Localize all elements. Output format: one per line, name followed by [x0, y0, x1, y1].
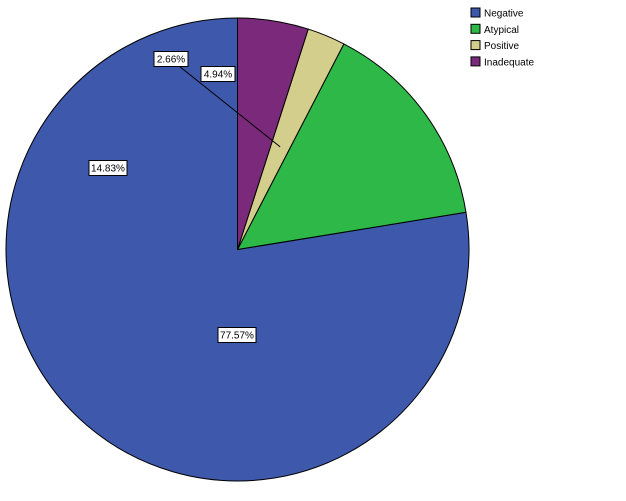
- legend-item-inadequate: Inadequate: [470, 56, 534, 68]
- leader-line-positive: [178, 65, 281, 148]
- leader-lines: [178, 65, 281, 148]
- pie-slices: [5, 17, 470, 482]
- legend-item-negative: Negative: [470, 7, 524, 20]
- data-label-text: 4.94%: [204, 70, 232, 81]
- data-label-positive: 2.66%: [153, 51, 189, 67]
- data-label-atypical: 14.83%: [88, 160, 128, 176]
- data-label-box: [88, 160, 128, 176]
- legend-item-atypical: Atypical: [470, 23, 519, 36]
- pie-slice-inadequate: [237, 17, 309, 250]
- data-label-box: [217, 327, 257, 343]
- data-label-negative: 77.57%: [217, 327, 257, 343]
- pie-slice-atypical: [237, 43, 467, 250]
- legend-label: Positive: [484, 41, 519, 52]
- data-label-inadequate: 4.94%: [200, 66, 236, 82]
- legend-label: Negative: [484, 9, 524, 20]
- legend-swatch: [470, 7, 481, 18]
- data-label-text: 2.66%: [157, 55, 185, 66]
- legend: Negative Atypical Positive Inadequate: [470, 7, 534, 68]
- pie-slice-negative: [5, 17, 470, 482]
- legend-item-positive: Positive: [470, 40, 519, 52]
- data-labels: 77.57% 14.83% 2.66% 4.94%: [88, 51, 257, 343]
- data-label-box: [153, 51, 189, 67]
- legend-swatch: [470, 40, 481, 51]
- legend-swatch: [470, 23, 481, 34]
- legend-label: Inadequate: [484, 57, 534, 68]
- data-label-box: [200, 66, 236, 82]
- legend-swatch: [470, 56, 481, 67]
- legend-label: Atypical: [484, 25, 519, 36]
- data-label-text: 14.83%: [91, 164, 125, 175]
- data-label-text: 77.57%: [220, 331, 254, 342]
